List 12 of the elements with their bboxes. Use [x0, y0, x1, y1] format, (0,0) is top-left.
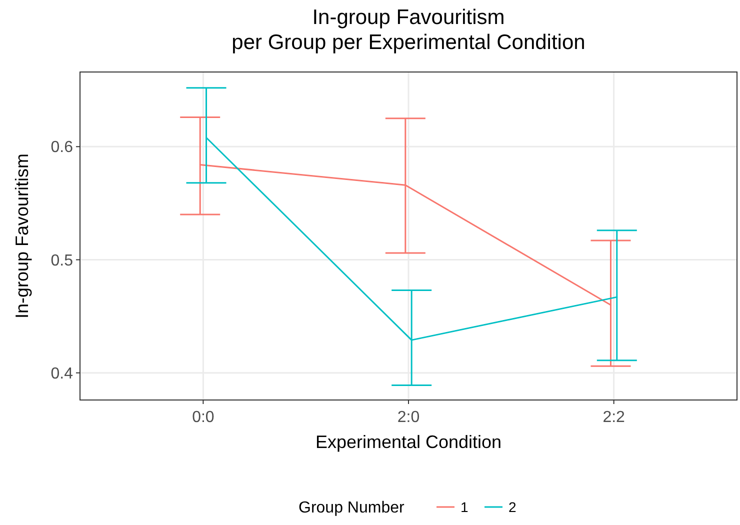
y-tick-label: 0.4 [50, 365, 74, 382]
x-tick-label: 0:0 [192, 409, 214, 426]
x-tick-label: 2:0 [397, 409, 420, 426]
legend-label: 1 [460, 498, 468, 515]
y-tick-label: 0.5 [50, 252, 74, 270]
legend-label: 2 [508, 498, 516, 515]
chart-title: In-group Favouritism per Group per Experimental Condition [232, 6, 586, 54]
y-axis-title: In-group Favouritism [12, 153, 32, 319]
x-axis-title: Experimental Condition [315, 432, 502, 452]
y-tick-label: 0.6 [50, 139, 74, 156]
x-tick-label: 2:2 [602, 409, 626, 426]
legend-title: Group Number [298, 500, 405, 517]
